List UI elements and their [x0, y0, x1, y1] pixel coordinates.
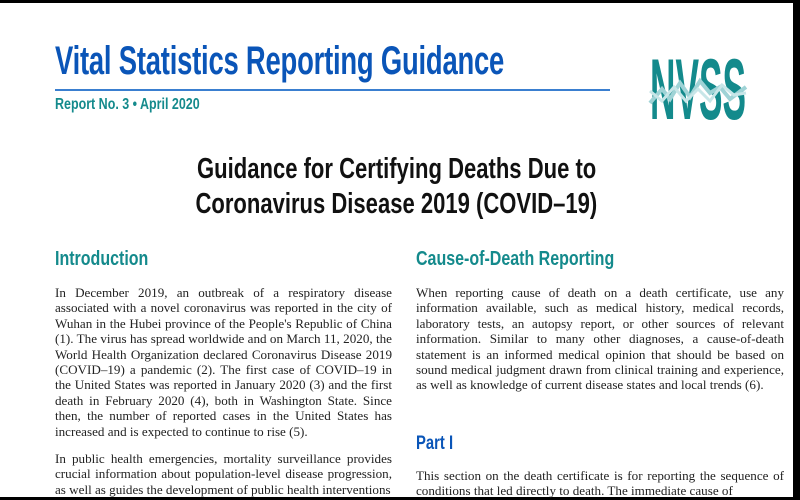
publication-title: Vital Statistics Reporting Guidance: [55, 39, 505, 83]
document-title-line-2: Coronavirus Disease 2019 (COVID–19): [195, 188, 598, 220]
document-title-line-1: Guidance for Certifying Deaths Due to: [196, 153, 597, 185]
title-divider: [55, 89, 610, 91]
cause-of-death-heading: Cause-of-Death Reporting: [416, 248, 615, 270]
part-one-body: This section on the death certificate is…: [416, 468, 784, 499]
introduction-body: In December 2019, an outbreak of a respi…: [55, 285, 392, 497]
document-page: Vital Statistics Reporting Guidance Repo…: [0, 3, 793, 499]
nvss-logo: NVSS: [648, 43, 748, 123]
paragraph: This section on the death certificate is…: [416, 468, 784, 499]
cause-of-death-body: When reporting cause of death on a death…: [416, 285, 784, 393]
report-number: Report No. 3 • April 2020: [55, 96, 200, 113]
introduction-heading: Introduction: [55, 248, 149, 270]
paragraph: In public health emergencies, mortality …: [55, 451, 392, 497]
part-one-heading: Part I: [416, 433, 454, 454]
paragraph: When reporting cause of death on a death…: [416, 285, 784, 393]
paragraph: In December 2019, an outbreak of a respi…: [55, 285, 392, 439]
